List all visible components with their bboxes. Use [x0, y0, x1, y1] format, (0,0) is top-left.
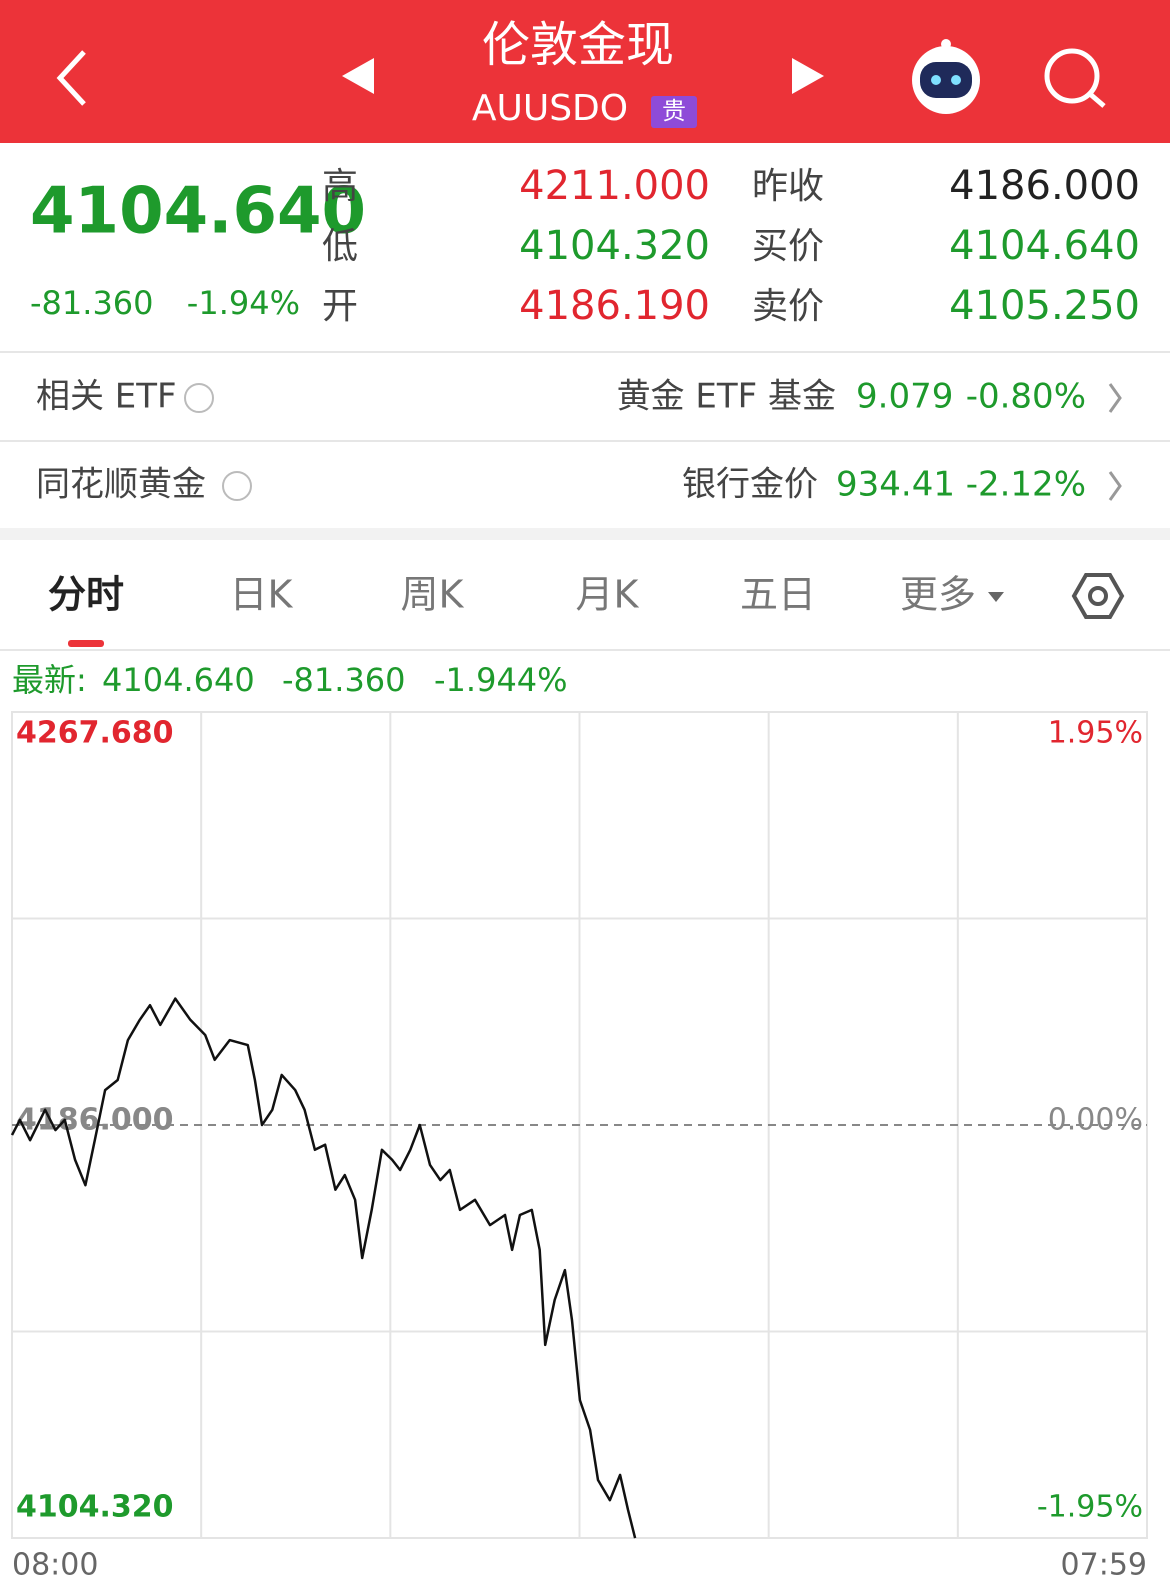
- section-gap: [0, 528, 1170, 540]
- tab[interactable]: 月K: [576, 573, 640, 617]
- gold-row[interactable]: 同花顺黄金 银行金价 934.41 -2.12%: [36, 465, 1122, 505]
- row-value: 9.079: [856, 377, 953, 417]
- y2-tick-label: 0.00%: [1048, 1103, 1143, 1138]
- stat-value: 4186.190: [519, 283, 710, 329]
- y-tick-label: 4104.320: [16, 1490, 174, 1525]
- stat-value: 4105.250: [949, 283, 1140, 329]
- help-icon[interactable]: [184, 383, 214, 413]
- row-name: 黄金 ETF 基金: [617, 377, 836, 417]
- row-change: -0.80%: [966, 377, 1086, 417]
- row-change: -2.12%: [966, 465, 1086, 505]
- latest-change-pct: -1.944%: [434, 661, 568, 699]
- row-label: 同花顺黄金: [36, 465, 206, 505]
- stat-value: 4186.000: [949, 163, 1140, 209]
- intraday-chart: 4267.680 4186.000 4104.320 1.95% 0.00% -1.95%…: [10, 711, 1148, 1583]
- robot-icon[interactable]: [912, 39, 980, 114]
- x-tick-label: 08:00: [12, 1548, 98, 1583]
- stat-label: 卖价: [752, 286, 824, 327]
- stat-value: 4104.320: [519, 223, 710, 269]
- latest-price: 4104.640: [102, 661, 255, 699]
- stat-label: 高: [322, 166, 358, 207]
- row-value: 934.41: [836, 465, 955, 505]
- header-code: AUUSDO: [472, 88, 628, 129]
- tab-bar: 分时 日K 周K 月K 五日 更多: [48, 573, 976, 617]
- price: 4104.640: [30, 175, 366, 249]
- stat-label: 开: [322, 286, 358, 327]
- etf-row[interactable]: 相关 ETF 黄金 ETF 基金 9.079 -0.80%: [36, 377, 1122, 417]
- chevron: [1108, 383, 1122, 413]
- stat-label: 买价: [752, 226, 824, 267]
- change-pct: -1.94%: [187, 284, 300, 322]
- tab[interactable]: 五日: [740, 573, 816, 617]
- tab-indicator: [68, 640, 104, 647]
- stat-label: 昨收: [752, 166, 824, 207]
- tab[interactable]: 日K: [230, 573, 294, 617]
- tab[interactable]: 分时: [48, 573, 124, 617]
- tab[interactable]: 更多: [900, 573, 976, 617]
- latest-label: 最新:: [12, 661, 87, 699]
- settings-icon[interactable]: [1071, 573, 1125, 619]
- badge-bg: [651, 96, 697, 128]
- change: -81.360: [30, 284, 154, 322]
- header-title: 伦敦金现: [482, 17, 674, 73]
- dropdown-arrow: [988, 592, 1004, 602]
- stat-label: 低: [322, 226, 358, 267]
- next-button[interactable]: [792, 58, 824, 94]
- y-tick-label: 4267.680: [16, 716, 174, 751]
- y2-tick-label: 1.95%: [1048, 716, 1143, 751]
- back-button[interactable]: [56, 50, 86, 106]
- search-icon[interactable]: [1044, 48, 1106, 108]
- stat-value: 4211.000: [519, 163, 710, 209]
- row-name: 银行金价: [682, 465, 818, 505]
- x-tick-label: 07:59: [1061, 1548, 1147, 1583]
- price-line: [10, 997, 637, 1539]
- chevron: [1108, 471, 1122, 501]
- badge: 贵: [662, 97, 686, 125]
- row-label: 相关 ETF: [36, 377, 177, 417]
- stat-value: 4104.640: [949, 223, 1140, 269]
- tab[interactable]: 周K: [401, 573, 465, 617]
- prev-button[interactable]: [342, 58, 374, 94]
- y-tick-label: 4186.000: [16, 1103, 174, 1138]
- help-icon[interactable]: [222, 471, 252, 501]
- y2-tick-label: -1.95%: [1037, 1490, 1143, 1525]
- latest-change: -81.360: [282, 661, 406, 699]
